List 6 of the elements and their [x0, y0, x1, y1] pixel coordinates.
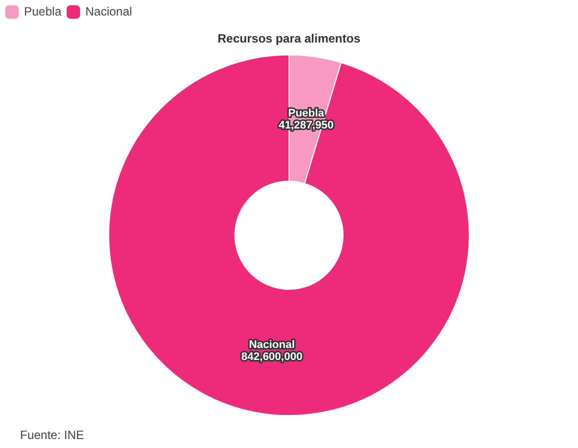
legend-label: Puebla — [24, 4, 62, 18]
data-label: 842,600,000 — [241, 351, 302, 364]
source-note: Fuente: INE — [20, 428, 84, 442]
slice-label: Nacional — [248, 339, 295, 352]
legend-label: Nacional — [85, 4, 132, 18]
text: Recursos para alimentos — [218, 32, 361, 46]
